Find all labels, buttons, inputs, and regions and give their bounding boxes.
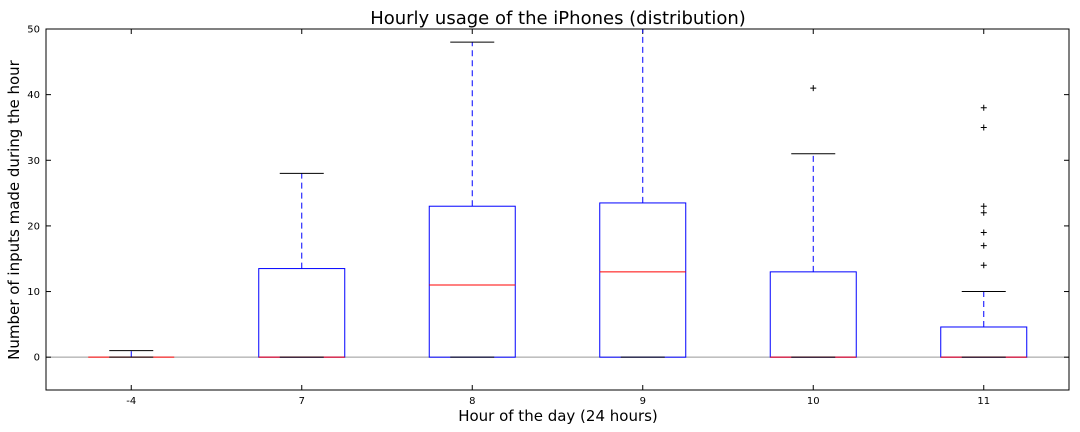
x-axis-label: Hour of the day (24 hours) <box>458 407 658 425</box>
plot-frame <box>45 28 1070 391</box>
x-tick-label: 8 <box>469 396 475 407</box>
outlier-point <box>980 124 987 131</box>
y-tick-label: 30 <box>27 156 40 167</box>
y-tick-label: 20 <box>27 221 40 232</box>
x-tick-label: 7 <box>299 396 305 407</box>
chart-title: Hourly usage of the iPhones (distributio… <box>370 8 746 29</box>
outlier-point <box>980 262 987 269</box>
outlier-point <box>980 203 987 210</box>
x-tick-label: 10 <box>807 396 820 407</box>
box <box>599 202 687 358</box>
y-tick-label: 10 <box>27 287 40 298</box>
outlier-point <box>980 229 987 236</box>
box <box>428 205 516 358</box>
plot-area: 0 10 20 30 40 50 -4 7 8 9 10 11 <box>27 25 1070 407</box>
outlier-point <box>980 209 987 216</box>
x-tick-label: -4 <box>126 396 136 407</box>
outlier-point <box>810 85 817 92</box>
box <box>940 326 1028 358</box>
x-tick-label: 11 <box>977 396 990 407</box>
x-tick-label: 9 <box>640 396 646 407</box>
outlier-point <box>980 242 987 249</box>
y-axis-label: Number of inputs made during the hour <box>5 59 23 359</box>
y-tick-label: 40 <box>27 90 40 101</box>
box <box>258 268 346 358</box>
y-tick-label: 50 <box>27 25 40 36</box>
y-tick-label: 0 <box>34 353 40 364</box>
outlier-point <box>980 104 987 111</box>
box <box>769 271 857 358</box>
